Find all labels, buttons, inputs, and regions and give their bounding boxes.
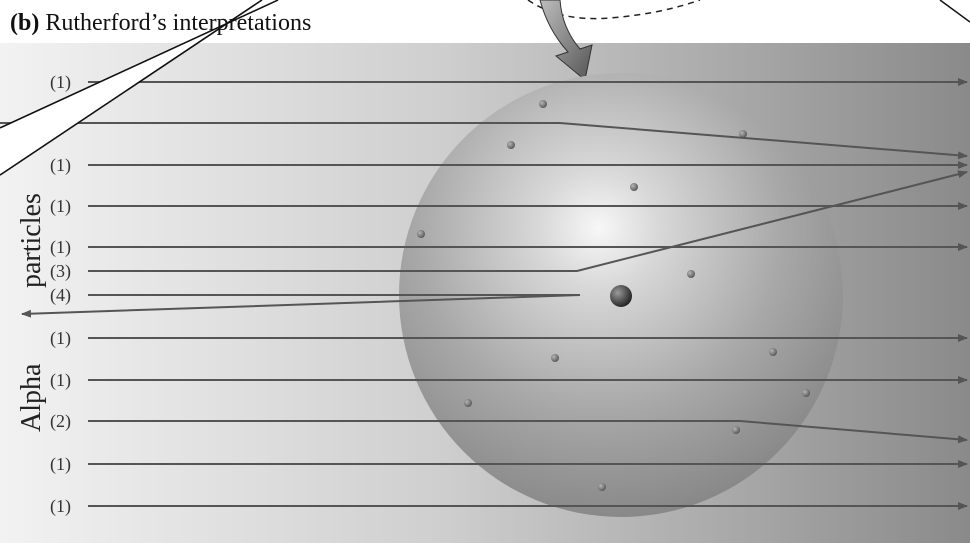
row-label: (1) bbox=[50, 155, 71, 176]
row-label: (4) bbox=[50, 285, 71, 306]
row-label: (1) bbox=[50, 454, 71, 475]
electron bbox=[598, 483, 606, 491]
row-label: (1) bbox=[50, 328, 71, 349]
callout-line bbox=[0, 0, 263, 176]
electron bbox=[539, 100, 547, 108]
row-label: (1) bbox=[50, 196, 71, 217]
alpha-path-deflect-up bbox=[88, 170, 968, 272]
electron bbox=[802, 389, 810, 397]
curved-pointer-arrow bbox=[539, 0, 593, 81]
side-label-particles: particles bbox=[16, 193, 47, 288]
row-label: (1) bbox=[50, 72, 71, 93]
nucleus bbox=[610, 285, 632, 307]
row-label: (3) bbox=[50, 261, 71, 282]
electron bbox=[417, 230, 425, 238]
figure-title: (b) Rutherford’s interpretations bbox=[10, 10, 311, 37]
alpha-paths bbox=[0, 78, 968, 510]
alpha-path-deflect-down bbox=[0, 122, 968, 160]
electron bbox=[551, 354, 559, 362]
figure-title-text: Rutherford’s interpretations bbox=[45, 10, 312, 36]
callout-line bbox=[0, 0, 279, 129]
alpha-path-slight-deflect bbox=[88, 420, 968, 444]
row-label: (1) bbox=[50, 496, 71, 517]
side-label-alpha: Alpha bbox=[16, 363, 47, 432]
electron bbox=[732, 426, 740, 434]
row-label: (1) bbox=[50, 370, 71, 391]
row-label: (1) bbox=[50, 237, 71, 258]
row-label: (2) bbox=[50, 411, 71, 432]
figure-part-label: (b) bbox=[10, 10, 40, 36]
electrons bbox=[417, 100, 810, 491]
alpha-path-reflect bbox=[21, 294, 581, 318]
electron bbox=[464, 399, 472, 407]
row-labels: (1) (1) (1) (1) (3) (4) (1) (1) (2) (1) … bbox=[50, 72, 71, 517]
electron bbox=[507, 141, 515, 149]
electron bbox=[769, 348, 777, 356]
callout-line bbox=[939, 0, 970, 23]
electron bbox=[739, 130, 747, 138]
electron bbox=[630, 183, 638, 191]
electron bbox=[687, 270, 695, 278]
